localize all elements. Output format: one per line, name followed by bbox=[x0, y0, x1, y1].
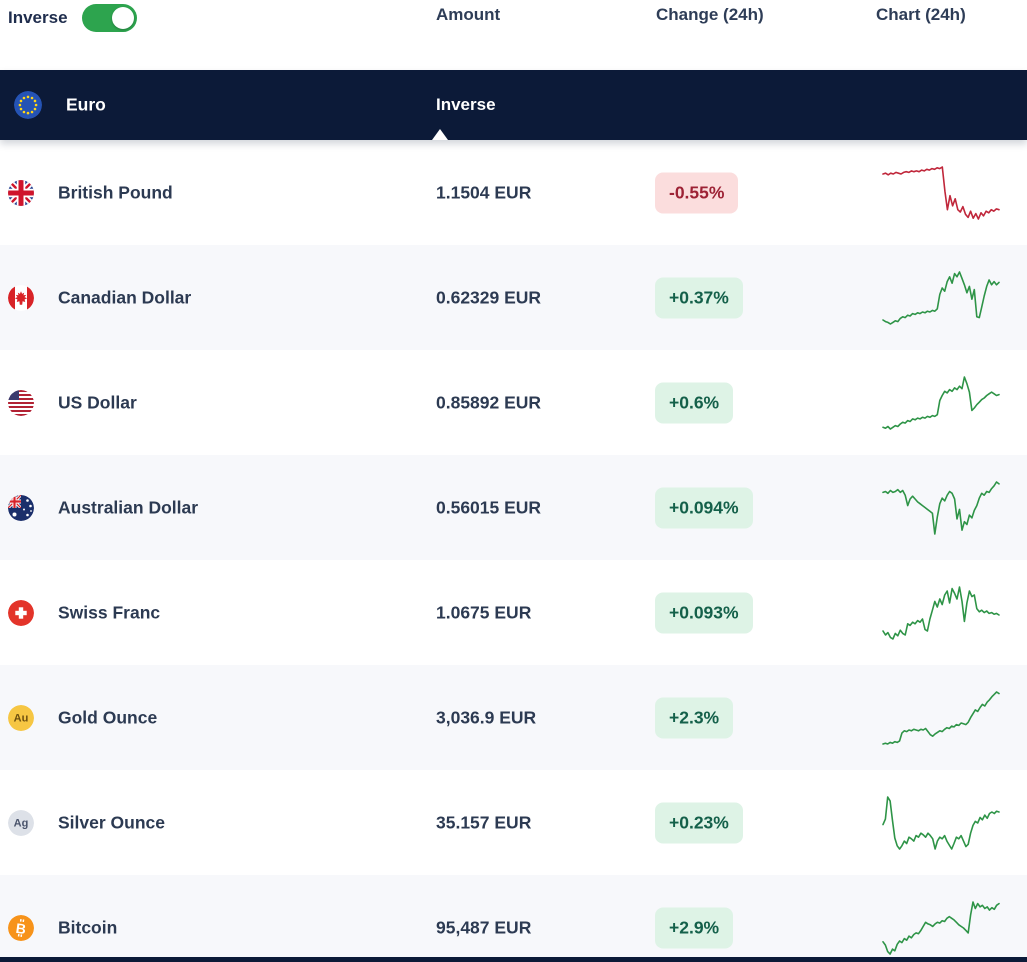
currency-rows: British Pound 1.1504 EUR -0.55% Canadian… bbox=[0, 140, 1027, 962]
currency-name: US Dollar bbox=[58, 392, 137, 412]
inverse-toggle-control: Inverse bbox=[8, 2, 137, 34]
inverse-toggle-label: Inverse bbox=[8, 8, 68, 27]
sparkline-chart bbox=[882, 480, 1000, 535]
column-header-change: Change (24h) bbox=[656, 5, 764, 24]
change-badge: +0.37% bbox=[655, 277, 743, 318]
currency-amount: 0.85892 EUR bbox=[436, 392, 542, 412]
canada-flag-icon bbox=[8, 284, 34, 311]
sparkline-chart bbox=[882, 795, 1000, 850]
callout-arrow bbox=[432, 129, 448, 140]
svg-text:Au: Au bbox=[14, 712, 29, 724]
currency-amount: 35.157 EUR bbox=[436, 812, 532, 832]
change-badge: -0.55% bbox=[655, 172, 739, 213]
currency-name: Australian Dollar bbox=[58, 497, 199, 517]
sparkline-chart bbox=[882, 375, 1000, 430]
group-header-euro[interactable]: Euro Inverse bbox=[0, 70, 1027, 140]
table-header: Inverse Amount Change (24h) Chart (24h) bbox=[0, 0, 1027, 70]
sparkline-chart bbox=[882, 270, 1000, 325]
sparkline-chart bbox=[882, 690, 1000, 745]
switzerland-flag-icon bbox=[8, 599, 34, 626]
currency-row-british-pound[interactable]: British Pound 1.1504 EUR -0.55% bbox=[0, 140, 1027, 245]
currency-name: Bitcoin bbox=[58, 917, 118, 937]
currency-row-canadian-dollar[interactable]: Canadian Dollar 0.62329 EUR +0.37% bbox=[0, 245, 1027, 350]
change-badge: +0.23% bbox=[655, 802, 743, 843]
uk-flag-icon bbox=[8, 179, 34, 206]
next-group-header-edge bbox=[0, 957, 1027, 962]
column-header-chart: Chart (24h) bbox=[876, 5, 966, 24]
currency-name: Swiss Franc bbox=[58, 602, 161, 622]
group-currency-name: Euro bbox=[66, 94, 106, 115]
column-header-amount: Amount bbox=[436, 5, 501, 24]
australia-flag-icon bbox=[8, 494, 34, 521]
bitcoin-icon: B bbox=[8, 914, 34, 941]
svg-text:Ag: Ag bbox=[14, 817, 29, 829]
currency-amount: 1.1504 EUR bbox=[436, 182, 532, 202]
currency-row-us-dollar[interactable]: US Dollar 0.85892 EUR +0.6% bbox=[0, 350, 1027, 455]
currency-amount: 95,487 EUR bbox=[436, 917, 532, 937]
currency-row-silver-ounce[interactable]: Ag Silver Ounce 35.157 EUR +0.23% bbox=[0, 770, 1027, 875]
toggle-knob bbox=[111, 7, 134, 29]
currency-name: Silver Ounce bbox=[58, 812, 165, 832]
sparkline-chart bbox=[882, 165, 1000, 220]
currency-row-swiss-franc[interactable]: Swiss Franc 1.0675 EUR +0.093% bbox=[0, 560, 1027, 665]
eu-flag-icon bbox=[14, 91, 42, 119]
currency-row-australian-dollar[interactable]: Australian Dollar 0.56015 EUR +0.094% bbox=[0, 455, 1027, 560]
currency-name: Gold Ounce bbox=[58, 707, 158, 727]
change-badge: +0.094% bbox=[655, 487, 753, 528]
change-badge: +2.3% bbox=[655, 697, 734, 738]
currency-amount: 1.0675 EUR bbox=[436, 602, 532, 622]
currency-row-bitcoin[interactable]: B Bitcoin 95,487 EUR +2.9% bbox=[0, 875, 1027, 962]
sparkline-chart bbox=[882, 585, 1000, 640]
currency-row-gold-ounce[interactable]: Au Gold Ounce 3,036.9 EUR +2.3% bbox=[0, 665, 1027, 770]
currency-amount: 0.62329 EUR bbox=[436, 287, 542, 307]
group-mode-label: Inverse bbox=[436, 95, 496, 114]
inverse-toggle[interactable] bbox=[81, 4, 137, 32]
currency-amount: 3,036.9 EUR bbox=[436, 707, 537, 727]
change-badge: +0.093% bbox=[655, 592, 753, 633]
currency-amount: 0.56015 EUR bbox=[436, 497, 542, 517]
currency-name: Canadian Dollar bbox=[58, 287, 192, 307]
change-badge: +0.6% bbox=[655, 382, 734, 423]
svg-text:B: B bbox=[15, 919, 27, 936]
us-flag-icon bbox=[8, 389, 34, 416]
sparkline-chart bbox=[882, 900, 1000, 955]
silver-ag-icon: Ag bbox=[8, 809, 34, 836]
gold-au-icon: Au bbox=[8, 704, 34, 731]
change-badge: +2.9% bbox=[655, 907, 734, 948]
currency-name: British Pound bbox=[58, 182, 173, 202]
